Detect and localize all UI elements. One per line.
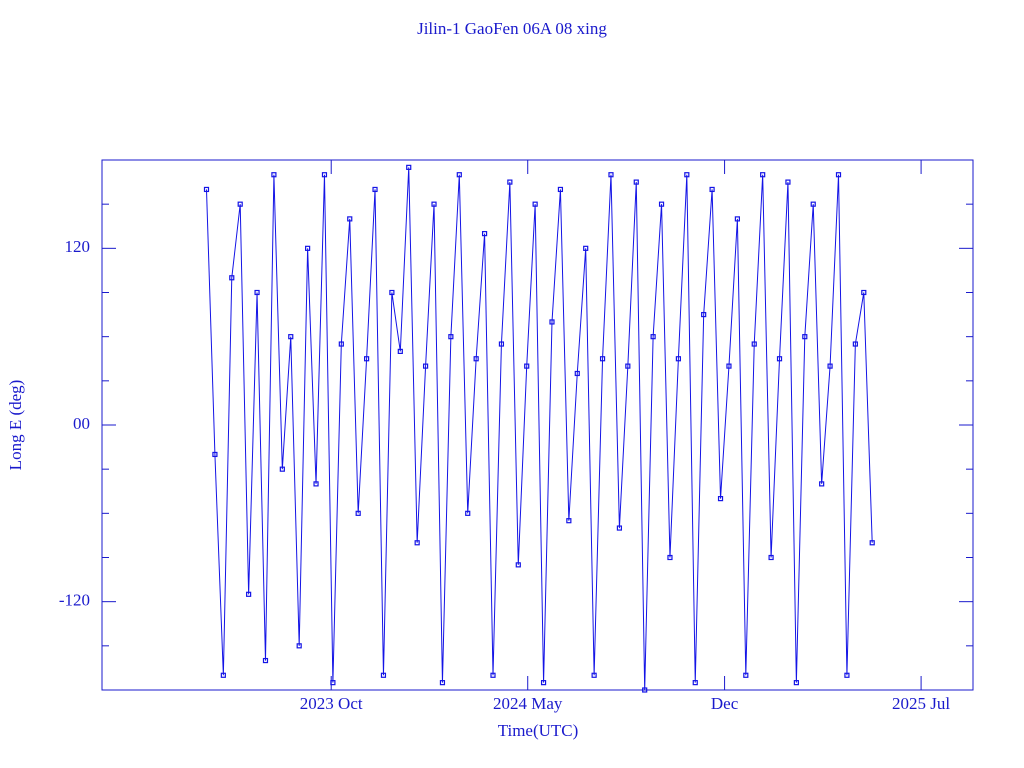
data-point <box>650 334 656 340</box>
data-point <box>793 680 799 686</box>
data-point <box>861 289 867 296</box>
data-point <box>827 363 833 369</box>
y-tick-label: 120 <box>65 237 91 256</box>
data-point <box>810 201 816 207</box>
data-point <box>734 216 740 222</box>
data-point <box>473 356 479 362</box>
data-point <box>422 363 429 369</box>
data-point <box>852 341 858 347</box>
data-point <box>372 186 378 193</box>
data-point <box>465 510 471 516</box>
data-point <box>819 481 825 487</box>
data-point <box>262 657 269 664</box>
x-axis-label: Time(UTC) <box>498 721 579 740</box>
data-point <box>844 672 850 678</box>
data-point <box>599 356 606 362</box>
data-point <box>608 172 614 178</box>
data-point <box>667 554 673 561</box>
y-axis-label: Long E (deg) <box>6 380 25 471</box>
data-point <box>574 370 580 377</box>
data-point <box>203 186 210 193</box>
data-point <box>338 341 344 347</box>
data-point <box>692 680 698 686</box>
data-point <box>321 172 328 178</box>
data-point <box>406 164 412 170</box>
data-point <box>675 356 681 362</box>
data-point <box>591 672 597 678</box>
data-point <box>481 231 488 237</box>
data-point <box>439 680 446 686</box>
data-point <box>566 518 572 524</box>
data-point <box>768 554 774 561</box>
data-point <box>549 319 555 325</box>
x-tick-label: 2025 Jul <box>892 694 950 713</box>
data-point <box>490 672 496 678</box>
data-point <box>760 172 766 178</box>
data-point <box>355 510 361 516</box>
data-point <box>726 363 732 369</box>
data-point <box>389 289 395 296</box>
data-point <box>313 481 319 487</box>
data-point <box>507 179 513 185</box>
data-point <box>229 275 235 281</box>
data-point <box>776 356 783 362</box>
data-point <box>279 466 285 472</box>
x-tick-label: 2024 May <box>493 694 563 713</box>
data-point <box>658 201 665 207</box>
data-point <box>220 672 226 678</box>
data-point <box>625 363 631 369</box>
data-point <box>869 540 875 546</box>
data-point <box>448 334 454 340</box>
data-point <box>709 186 715 193</box>
y-tick-label: -120 <box>59 591 90 610</box>
data-point <box>532 201 538 207</box>
data-point <box>380 672 387 678</box>
data-point <box>835 172 842 178</box>
data-point <box>431 201 437 207</box>
data-point <box>330 680 336 686</box>
data-point <box>633 179 639 185</box>
data-point <box>684 172 690 178</box>
data-point <box>557 186 564 193</box>
data-point <box>785 179 791 185</box>
data-point <box>498 341 505 347</box>
data-point <box>642 687 648 693</box>
y-tick-label: 00 <box>73 414 90 433</box>
data-point <box>296 643 302 649</box>
data-point <box>751 341 757 347</box>
data-point <box>524 363 530 369</box>
data-point <box>802 334 808 340</box>
data-point <box>540 680 547 686</box>
data-point <box>743 672 749 678</box>
data-point <box>397 348 403 354</box>
data-point <box>246 591 252 597</box>
x-tick-label: 2023 Oct <box>300 694 363 713</box>
data-point <box>515 562 521 568</box>
data-point <box>271 172 277 178</box>
data-point <box>288 334 294 340</box>
data-point <box>364 356 370 362</box>
data-point <box>237 201 243 207</box>
data-point <box>212 451 218 458</box>
data-point <box>347 216 353 222</box>
data-point <box>583 245 589 251</box>
chart-title: Jilin-1 GaoFen 06A 08 xing <box>417 19 607 38</box>
x-tick-label: Dec <box>711 694 739 713</box>
data-point <box>701 311 707 318</box>
data-line <box>205 167 873 691</box>
data-point <box>456 172 462 178</box>
data-point <box>616 525 623 531</box>
data-point <box>254 289 260 296</box>
data-point <box>305 245 311 251</box>
data-point <box>414 540 420 546</box>
data-point <box>717 496 724 502</box>
